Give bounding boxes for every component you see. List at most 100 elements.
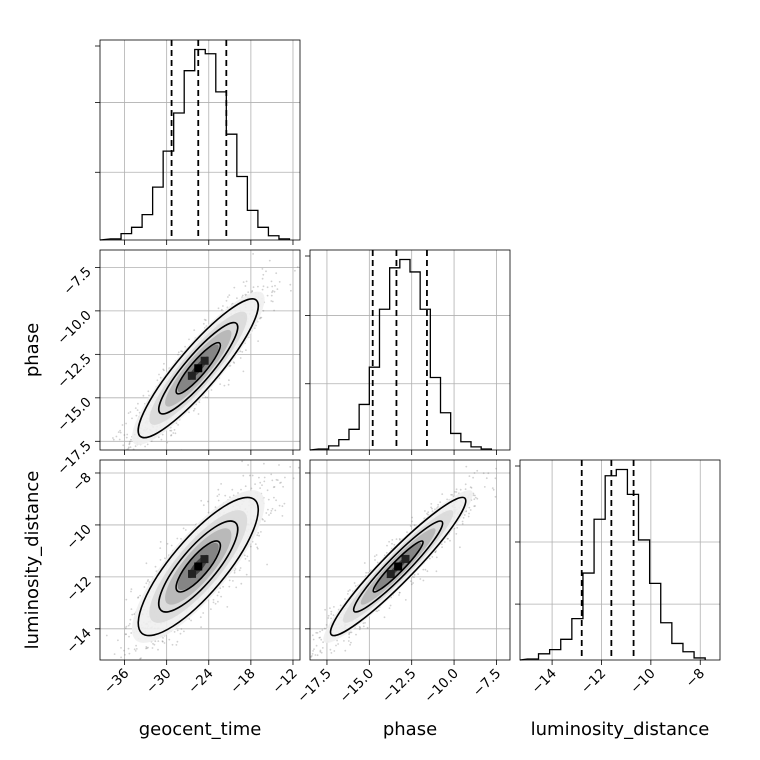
- sample-point: [120, 647, 122, 649]
- sample-point: [462, 516, 465, 519]
- sample-point: [228, 585, 231, 588]
- sample-point: [321, 647, 324, 649]
- x-tick-label: −36: [101, 666, 132, 697]
- sample-point: [154, 640, 157, 643]
- sample-point: [468, 506, 471, 509]
- sample-point: [273, 496, 275, 499]
- histogram-step: [99, 48, 291, 241]
- sample-point: [474, 496, 477, 499]
- sample-point: [364, 622, 366, 624]
- sample-point: [217, 591, 220, 594]
- sample-point: [315, 644, 318, 647]
- sample-point: [256, 534, 259, 536]
- sample-point: [144, 445, 147, 448]
- sample-point: [375, 554, 378, 556]
- sample-point: [258, 534, 260, 537]
- sample-point: [217, 307, 220, 310]
- sample-point: [262, 518, 264, 521]
- sample-point: [174, 432, 177, 435]
- sample-point: [177, 353, 180, 356]
- sample-point: [427, 511, 430, 514]
- sample-point: [127, 447, 130, 450]
- x-tick-label: −12: [578, 666, 609, 697]
- sample-point: [239, 357, 242, 359]
- sample-point: [153, 643, 156, 646]
- sample-point: [139, 657, 142, 660]
- sample-point: [204, 319, 207, 322]
- sample-point: [275, 478, 278, 481]
- sample-point: [130, 588, 133, 590]
- sample-point: [306, 651, 308, 653]
- sample-point: [158, 373, 160, 376]
- sample-point: [238, 569, 241, 572]
- sample-point: [225, 299, 228, 302]
- sample-point: [142, 394, 145, 397]
- sample-point: [207, 511, 210, 514]
- sample-point: [365, 571, 367, 574]
- sample-point: [156, 379, 159, 382]
- sample-point: [297, 466, 300, 469]
- sample-point: [235, 586, 238, 589]
- sample-point: [276, 288, 279, 290]
- sample-point: [114, 454, 116, 456]
- sample-point: [188, 338, 190, 341]
- sample-point: [257, 340, 259, 342]
- contour-line: [137, 298, 260, 439]
- sample-point: [270, 473, 273, 476]
- sample-point: [203, 318, 206, 321]
- sample-point: [411, 520, 413, 523]
- sample-point: [281, 505, 284, 508]
- sample-point: [248, 474, 251, 477]
- sample-point: [251, 474, 254, 477]
- sample-point: [171, 643, 174, 646]
- geocent-time-vs-luminosity-distance-panel: −36 −30 −24 −18 −12−14−12−10−8: [63, 459, 301, 697]
- sample-point: [337, 643, 339, 645]
- sample-point: [173, 429, 176, 431]
- sample-point: [117, 639, 119, 642]
- sample-point: [242, 281, 245, 283]
- sample-point: [184, 529, 187, 531]
- sample-point: [175, 644, 178, 646]
- sample-point: [430, 506, 432, 509]
- y-tick-label: −14: [63, 625, 94, 656]
- sample-point: [435, 570, 438, 573]
- sample-point: [176, 640, 179, 643]
- phase-histogram-panel: [305, 249, 511, 455]
- sample-point: [114, 469, 116, 471]
- sample-point: [354, 585, 357, 587]
- sample-point: [130, 590, 132, 593]
- sample-point: [159, 559, 162, 561]
- sample-point: [409, 525, 412, 527]
- luminosity-distance-histogram-panel: −14 −12 −10 −8: [515, 459, 721, 697]
- sample-point: [260, 316, 263, 319]
- sample-point: [267, 498, 270, 501]
- sample-point: [245, 280, 248, 283]
- panel-frame: [519, 459, 721, 661]
- sample-point: [274, 509, 277, 512]
- sample-point: [494, 495, 497, 498]
- sample-point: [398, 594, 400, 596]
- sample-point: [388, 540, 390, 543]
- sample-point: [197, 413, 200, 415]
- sample-point: [130, 478, 132, 480]
- sample-point: [151, 647, 154, 649]
- sample-point: [519, 443, 521, 445]
- sample-point: [176, 629, 179, 632]
- sample-point: [140, 657, 142, 659]
- sample-point: [284, 476, 286, 479]
- sample-point: [349, 631, 352, 634]
- sample-point: [355, 633, 357, 636]
- sample-point: [135, 414, 138, 417]
- sample-point: [297, 241, 299, 243]
- sample-point: [316, 632, 319, 634]
- sample-point: [474, 505, 476, 507]
- sample-point: [177, 424, 180, 426]
- sample-point: [325, 624, 328, 626]
- sample-point: [200, 626, 203, 628]
- sample-point: [202, 322, 205, 325]
- sample-point: [261, 268, 264, 270]
- sample-point: [127, 647, 130, 650]
- sample-point: [272, 486, 275, 489]
- sample-point: [202, 612, 205, 614]
- sample-point: [184, 345, 187, 348]
